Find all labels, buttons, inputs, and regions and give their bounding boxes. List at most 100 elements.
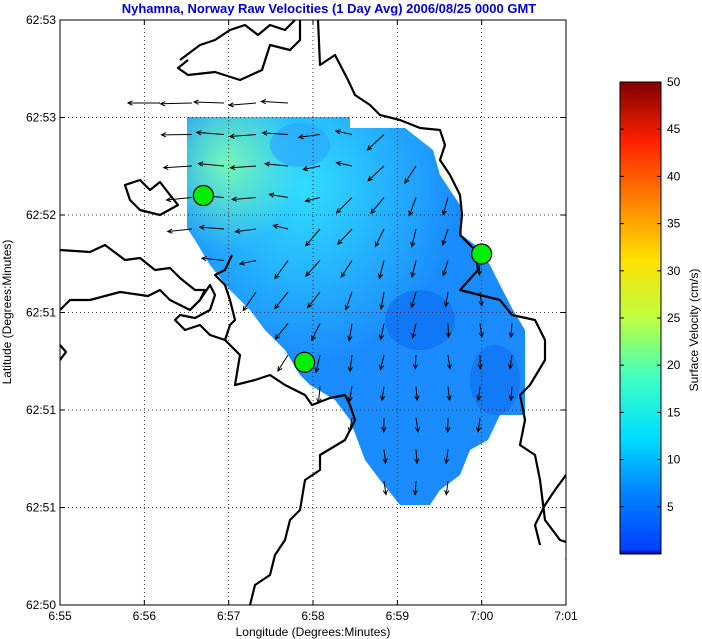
- velocity-arrow-57: [347, 323, 353, 342]
- y-tick-label-6: 62:50: [26, 598, 56, 612]
- x-axis-label: Longitude (Degrees:Minutes): [236, 625, 391, 639]
- colorbar-tick-label-8: 45: [667, 122, 681, 136]
- y-tick-label-5: 62:51: [26, 501, 56, 515]
- velocity-arrow-9: [297, 134, 321, 140]
- velocity-arrow-74: [414, 386, 420, 402]
- y-axis-ticks: 62:53 62:53 62:52 62:51 62:51 62:51 62:50: [26, 13, 566, 612]
- station-marker-1: [293, 351, 316, 373]
- velocity-field-highlight-2: [187, 117, 525, 505]
- velocity-arrow-70: [507, 354, 514, 370]
- colorbar-ticks: 5 10 15 20 25 30 35 40 45 50: [620, 75, 681, 514]
- velocity-arrow-43: [377, 260, 385, 280]
- velocity-field-patch-3: [470, 345, 520, 415]
- velocity-arrow-11: [366, 134, 385, 151]
- velocity-vectors: [126, 99, 514, 496]
- velocity-arrow-15: [263, 161, 289, 167]
- station-marker-0: [192, 184, 214, 207]
- velocity-arrow-87: [412, 480, 418, 496]
- velocity-arrow-38: [200, 256, 225, 262]
- velocity-arrow-80: [414, 417, 421, 433]
- colorbar-tick-label-2: 15: [667, 405, 681, 419]
- velocity-arrow-29: [166, 228, 193, 234]
- velocity-arrow-76: [476, 386, 482, 402]
- station-marker-2: [471, 243, 493, 265]
- y-tick-label-1: 62:53: [26, 111, 56, 125]
- velocity-arrow-65: [347, 354, 354, 373]
- velocity-arrow-64: [314, 354, 321, 374]
- velocity-arrow-3: [227, 102, 257, 108]
- velocity-arrow-13: [197, 161, 225, 167]
- velocity-arrow-60: [445, 323, 452, 339]
- velocity-arrow-22: [230, 196, 257, 202]
- velocity-arrow-1: [159, 101, 193, 107]
- coastline-north: [176, 20, 302, 82]
- velocity-arrow-39: [238, 260, 257, 266]
- colorbar-tick-label-3: 20: [667, 358, 681, 372]
- x-tick-label-2: 6:57: [217, 609, 241, 623]
- y-tick-label-3: 62:51: [26, 306, 56, 320]
- x-tick-label-5: 7:00: [470, 609, 494, 623]
- coastline-west-island: [123, 178, 180, 217]
- velocity-arrow-85: [444, 449, 450, 465]
- velocity-field-patch-1: [270, 123, 330, 167]
- velocity-arrow-40: [274, 260, 289, 280]
- velocity-arrow-84: [414, 449, 420, 465]
- velocity-arrow-30: [198, 224, 225, 231]
- velocity-arrow-53: [443, 291, 449, 308]
- velocity-arrow-45: [441, 260, 449, 277]
- colorbar-tick-label-4: 25: [667, 311, 681, 325]
- velocity-arrow-31: [234, 228, 257, 234]
- velocity-arrow-35: [374, 228, 385, 248]
- velocity-arrow-26: [370, 197, 385, 215]
- velocity-arrow-23: [268, 192, 289, 198]
- velocity-field-patch-2: [385, 290, 455, 350]
- coastline-southwest-peninsula: [173, 254, 357, 605]
- x-axis-ticks: 6:55 6:56 6:57 6:58 6:59 7:00 7:01: [48, 20, 578, 623]
- colorbar-tick-label-0: 5: [667, 500, 674, 514]
- x-tick-label-1: 6:56: [133, 609, 157, 623]
- velocity-arrow-58: [378, 323, 385, 341]
- colorbar-tick-label-7: 40: [667, 169, 681, 183]
- velocity-arrow-50: [344, 291, 353, 311]
- velocity-arrow-72: [347, 386, 353, 403]
- velocity-arrow-78: [347, 417, 353, 434]
- velocity-arrow-79: [381, 417, 387, 433]
- velocity-arrow-56: [311, 323, 321, 342]
- velocity-arrow-88: [444, 480, 450, 496]
- velocity-arrow-17: [335, 160, 353, 167]
- velocity-arrow-44: [410, 260, 417, 279]
- x-tick-label-0: 6:55: [48, 609, 72, 623]
- velocity-arrow-5: [160, 132, 193, 138]
- velocity-arrow-7: [228, 133, 257, 139]
- x-tick-label-4: 6:59: [386, 609, 410, 623]
- velocity-arrow-10: [334, 129, 353, 135]
- velocity-arrow-18: [367, 165, 385, 182]
- velocity-arrow-51: [379, 291, 385, 311]
- velocity-arrow-66: [378, 354, 385, 371]
- velocity-arrow-49: [307, 291, 321, 309]
- velocity-arrow-55: [274, 323, 289, 340]
- velocity-arrow-69: [477, 354, 483, 370]
- velocity-arrow-25: [335, 197, 353, 214]
- y-tick-label-2: 62:52: [26, 208, 56, 222]
- velocity-arrow-2: [192, 99, 225, 105]
- velocity-arrow-73: [380, 386, 386, 402]
- x-tick-label-6: 7:01: [554, 609, 578, 623]
- velocity-arrow-82: [476, 417, 482, 433]
- velocity-arrow-33: [304, 228, 321, 247]
- velocity-arrow-8: [261, 130, 289, 136]
- velocity-arrow-12: [162, 164, 193, 171]
- velocity-arrow-19: [404, 165, 417, 184]
- velocity-arrow-14: [229, 164, 257, 171]
- velocity-arrow-54: [478, 291, 484, 307]
- colorbar-tick-label-5: 30: [667, 264, 681, 278]
- colorbar-tick-label-6: 35: [667, 217, 681, 231]
- velocity-arrow-27: [408, 197, 417, 217]
- colorbar-label: Surface Velocity (cm/s): [687, 269, 701, 392]
- velocity-arrow-4: [260, 99, 289, 105]
- velocity-arrow-48: [274, 291, 289, 310]
- velocity-arrow-61: [478, 323, 484, 339]
- velocity-arrow-68: [446, 354, 452, 370]
- velocity-arrow-6: [195, 130, 225, 136]
- grid-lines: [60, 20, 566, 605]
